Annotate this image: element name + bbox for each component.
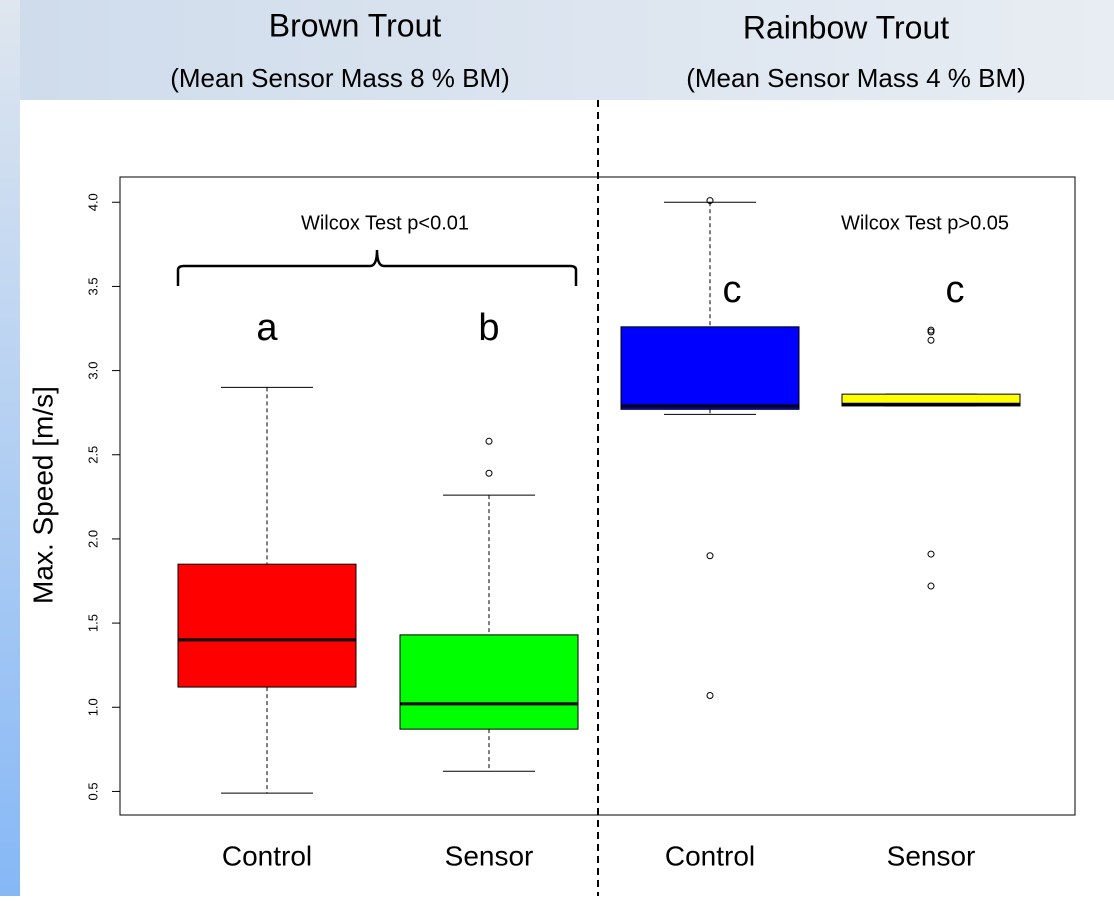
group-subtitle: (Mean Sensor Mass 8 % BM): [170, 63, 510, 93]
y-tick-label: 2.0: [85, 530, 100, 548]
y-tick-label: 0.5: [85, 782, 100, 800]
box: [841, 393, 1021, 407]
y-tick-label: 2.5: [85, 446, 100, 464]
outlier: [485, 437, 493, 445]
header-background: [20, 0, 1114, 100]
x-tick-label: Control: [222, 840, 312, 871]
y-axis-label: Max. Speed [m/s]: [27, 386, 58, 604]
x-tick-label: Control: [665, 840, 755, 871]
group-letter: c: [946, 269, 965, 311]
panel: [20, 100, 1114, 896]
outlier: [706, 691, 714, 699]
outlier: [927, 550, 935, 558]
outlier: [927, 582, 935, 590]
outlier: [927, 328, 935, 336]
y-tick-label: 3.5: [85, 277, 100, 295]
y-tick-label: 1.0: [85, 698, 100, 716]
outlier: [927, 336, 935, 344]
x-tick-label: Sensor: [887, 840, 976, 871]
outlier: [485, 469, 493, 477]
y-tick-label: 1.5: [85, 614, 100, 632]
annotation: Wilcox Test p>0.05: [841, 212, 1009, 234]
outlier: [706, 197, 714, 205]
box: [399, 634, 579, 730]
group-title: Rainbow Trout: [743, 9, 949, 45]
box: [620, 326, 800, 410]
box: [177, 563, 357, 688]
brace: [176, 249, 578, 286]
group-title: Brown Trout: [269, 7, 442, 43]
x-tick-label: Sensor: [445, 840, 534, 871]
group-letter: c: [723, 269, 742, 311]
y-tick-label: 3.0: [85, 362, 100, 380]
group-subtitle: (Mean Sensor Mass 4 % BM): [686, 63, 1026, 93]
outlier: [706, 552, 714, 560]
y-tick-label: 4.0: [85, 193, 100, 211]
annotation: Wilcox Test p<0.01: [301, 212, 469, 234]
group-letter: b: [478, 307, 499, 349]
group-letter: a: [256, 307, 278, 349]
